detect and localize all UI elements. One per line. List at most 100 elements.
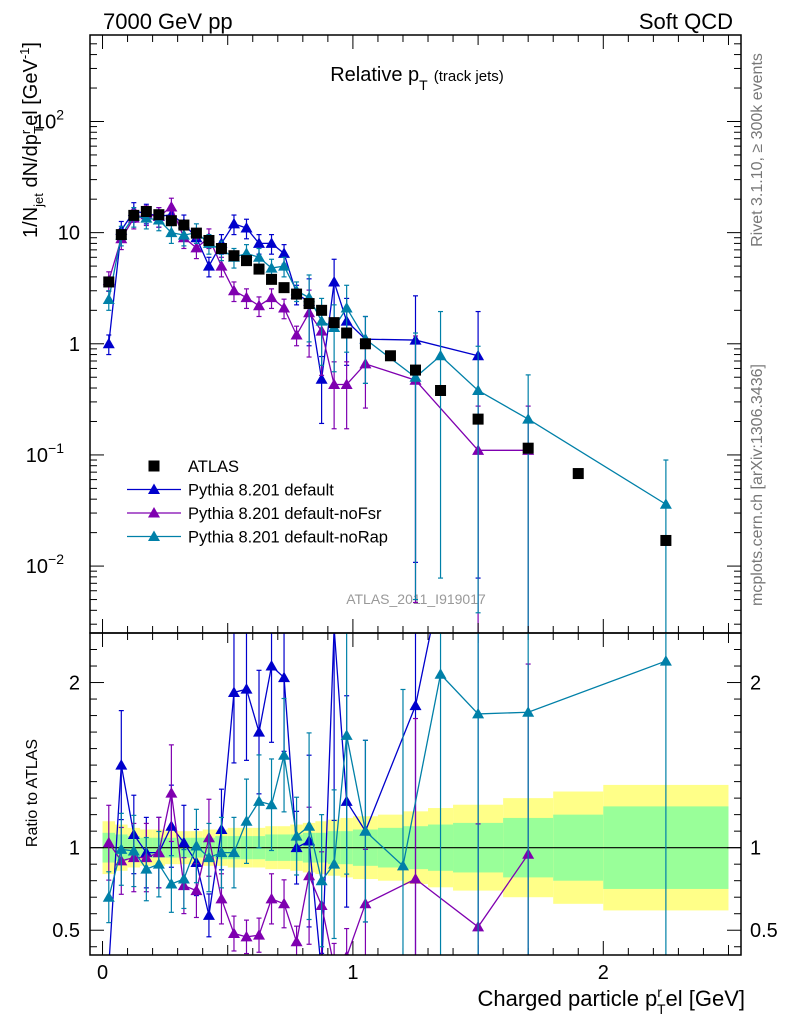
data-point [240, 255, 252, 267]
legend-marker [148, 507, 160, 518]
data-point [315, 874, 328, 886]
data-point [115, 759, 128, 770]
data-point [659, 655, 672, 666]
data-point [253, 299, 266, 311]
x-tick-label: 1 [347, 962, 358, 984]
data-point [278, 671, 291, 683]
data-point [384, 350, 396, 362]
data-point [177, 836, 190, 848]
legend-entry: Pythia 8.201 default-noFsr [127, 505, 382, 523]
legend-marker [148, 460, 160, 472]
ratio-pythia-8-201-default-norap [102, 633, 672, 955]
data-point [215, 892, 228, 904]
data-point [278, 749, 291, 760]
y-tick-label: 10 [58, 223, 80, 245]
data-point [522, 706, 535, 717]
data-point [522, 413, 535, 424]
y-tick-label: 10−1 [26, 440, 64, 467]
x-tick-label: 2 [598, 962, 609, 984]
data-point [190, 840, 203, 851]
data-point [472, 413, 484, 425]
legend-entry: ATLAS [148, 458, 239, 476]
data-point [291, 288, 303, 300]
ratio-y-tick-label: 2 [69, 673, 80, 695]
data-point [128, 209, 140, 221]
data-point [140, 212, 153, 223]
ratio-y-tick-label: 0.5 [52, 920, 80, 942]
legend-label: Pythia 8.201 default-noFsr [188, 505, 382, 523]
data-point [278, 282, 290, 294]
data-point [472, 384, 485, 395]
data-point [265, 262, 278, 273]
series-atlas [103, 205, 672, 546]
data-point [240, 815, 253, 826]
ratio-y-axis-label: Ratio to ATLAS [24, 739, 41, 847]
data-point [202, 851, 215, 863]
data-point [228, 250, 240, 262]
data-point [215, 846, 228, 858]
data-point [253, 237, 266, 248]
data-point [102, 891, 115, 902]
legend-label: Pythia 8.201 default [188, 482, 334, 500]
data-point [103, 276, 115, 288]
data-point [202, 909, 215, 920]
data-point [190, 227, 202, 239]
data-point [227, 846, 240, 858]
legend-entry: Pythia 8.201 default-noRap [127, 529, 388, 547]
header-left: 7000 GeV pp [103, 9, 233, 34]
data-point [344, 950, 350, 955]
data-point [340, 301, 353, 313]
data-point [328, 378, 341, 390]
data-point [240, 222, 253, 233]
data-point [265, 660, 278, 671]
legend-label: ATLAS [188, 458, 239, 476]
data-point [152, 858, 165, 869]
data-point [240, 683, 253, 694]
data-point [165, 201, 178, 212]
main-series-group [102, 197, 672, 633]
legend-label: Pythia 8.201 default-noRap [188, 529, 388, 547]
data-point [203, 234, 215, 246]
legend-entry: Pythia 8.201 default [127, 482, 334, 500]
legend-marker [148, 483, 160, 494]
ratio-y-tick-label-right: 1 [750, 838, 761, 860]
data-point [359, 825, 372, 836]
data-point [328, 317, 340, 329]
data-point [328, 275, 341, 287]
data-point [215, 242, 227, 254]
data-point [140, 205, 152, 217]
data-point [572, 468, 584, 480]
data-point [177, 873, 190, 884]
data-point [434, 668, 447, 679]
data-point [435, 384, 447, 396]
data-point [278, 247, 291, 258]
data-point [227, 927, 240, 939]
data-point [102, 293, 115, 305]
data-point [240, 930, 253, 942]
data-point [290, 328, 303, 340]
data-point [409, 699, 422, 711]
data-point [278, 897, 291, 909]
data-point [303, 820, 316, 831]
data-point [316, 304, 328, 316]
data-point [140, 863, 153, 874]
y-tick-label: 102 [34, 106, 64, 133]
data-point [434, 349, 447, 361]
data-point [409, 371, 422, 382]
ratio-series-group [102, 633, 672, 955]
data-point [315, 373, 328, 384]
data-point [253, 726, 266, 737]
data-point [202, 260, 215, 271]
data-point [359, 338, 371, 350]
data-point [115, 229, 127, 241]
x-tick-label: 0 [97, 962, 108, 984]
data-point [303, 298, 315, 310]
data-point [102, 337, 115, 349]
data-point [115, 843, 128, 854]
ratio-panel: 0.5 0.5 1 1 2 2 0 1 2 [52, 632, 778, 984]
data-point [409, 873, 422, 884]
data-point [102, 836, 115, 848]
data-point [341, 327, 353, 339]
data-point [178, 219, 190, 231]
